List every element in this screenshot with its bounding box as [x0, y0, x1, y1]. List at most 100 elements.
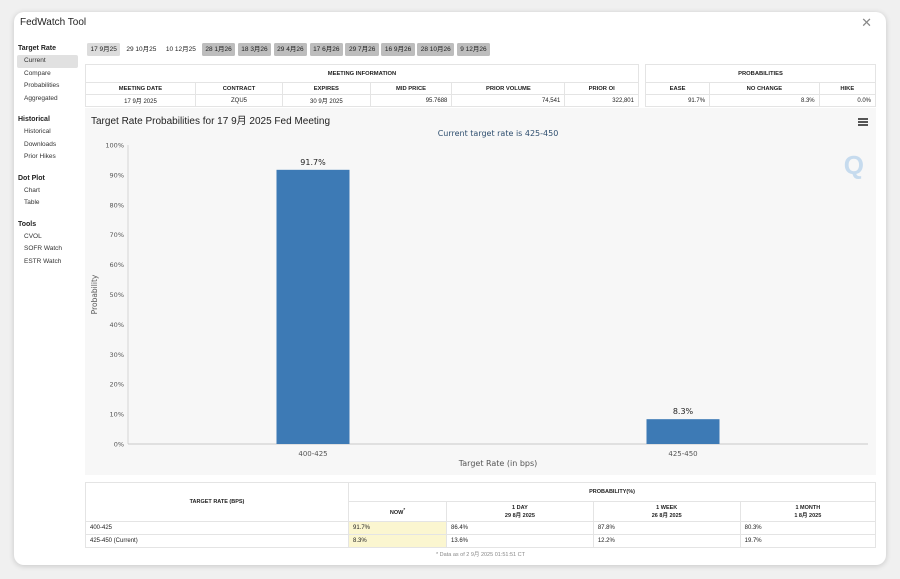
y-tick-label: 40%	[110, 321, 124, 329]
probability-value-cell: 19.7%	[739, 534, 877, 548]
history-col-label: NOW	[389, 509, 404, 516]
probability-value-cell: 13.6%	[446, 534, 594, 548]
y-axis-title: Probability	[90, 274, 99, 314]
sidebar-heading: Target Rate	[18, 45, 56, 52]
chart-panel: Target Rate Probabilities for 17 9月 2025…	[85, 108, 876, 475]
probability-cell: 0.0%	[818, 94, 877, 107]
bar-data-label: 8.3%	[673, 407, 694, 416]
x-tick-label: 425-450	[668, 450, 697, 458]
sidebar-item-cvol[interactable]: CVOL	[24, 232, 42, 240]
probability-col-header: HIKE	[818, 82, 877, 95]
y-tick-label: 50%	[110, 291, 124, 299]
tab-meeting-1[interactable]: 29 10月25	[122, 43, 160, 56]
history-col-date: 26 8月 2025	[651, 512, 682, 519]
target-rate-header: TARGET RATE (BPS)	[85, 482, 349, 522]
q-logo-icon: Q	[843, 150, 864, 180]
tab-meeting-2[interactable]: 10 12月25	[162, 43, 200, 56]
y-tick-label: 90%	[110, 171, 124, 179]
history-col-date: 1 8月 2025	[794, 512, 822, 519]
sidebar-heading: Dot Plot	[18, 174, 45, 182]
sidebar-heading: Tools	[18, 220, 37, 228]
sidebar-item-aggregated[interactable]: Aggregated	[24, 94, 58, 102]
probability-cell: 91.7%	[644, 94, 711, 107]
sidebar-item-historical[interactable]: Historical	[24, 128, 51, 135]
target-rate-cell: 400-425	[85, 521, 349, 535]
y-tick-label: 10%	[110, 411, 124, 419]
tab-meeting-10[interactable]: 9 12月26	[456, 43, 491, 56]
meeting-col-header: MEETING DATE	[85, 82, 196, 95]
history-col-header: 1 MONTH 1 8月 2025	[739, 501, 877, 522]
meeting-col-header: EXPIRES	[282, 82, 371, 95]
history-col-label: 1 DAY	[512, 504, 528, 511]
table-row: 400-425 91.7% 86.4% 87.8% 80.3%	[85, 521, 877, 535]
y-tick-label: 0%	[114, 441, 124, 449]
y-tick-label: 60%	[110, 261, 124, 269]
probabilities-panel: PROBABILITIES EASE NO CHANGE HIKE 91.7% 8.3…	[644, 64, 877, 107]
tab-meeting-4[interactable]: 18 3月26	[237, 43, 272, 56]
probability-value-cell: 80.3%	[739, 521, 877, 535]
table-row: 425-450 (Current) 8.3% 13.6% 12.2% 19.7%	[85, 534, 877, 548]
meeting-info-cell: 74,541	[451, 94, 566, 107]
meeting-info-cell: 30 9月 2025	[282, 94, 371, 107]
history-col-date: 29 8月 2025	[504, 512, 535, 519]
meeting-col-header: PRIOR OI	[564, 82, 639, 95]
meeting-info-cell: 95.7688	[369, 94, 453, 107]
meeting-info-heading: MEETING INFORMATION	[85, 64, 639, 83]
tab-meeting-7[interactable]: 29 7月26	[345, 43, 379, 56]
meeting-info-cell: 17 9月 2025	[85, 94, 196, 107]
history-col-label: 1 MONTH	[795, 504, 821, 511]
probabilities-heading: PROBABILITIES	[645, 64, 876, 83]
meeting-col-header: CONTRACT	[194, 82, 284, 95]
sidebar-item-current[interactable]: Current	[17, 55, 78, 68]
tab-meeting-6[interactable]: 17 6月26	[309, 43, 343, 56]
x-axis-title: Target Rate (in bps)	[458, 459, 538, 468]
sidebar-heading: Historical	[18, 116, 50, 123]
meeting-info-cell: 322,801	[564, 94, 639, 107]
y-tick-label: 100%	[105, 142, 124, 150]
sidebar-item-chart[interactable]: Chart	[24, 186, 40, 194]
history-col-header: NOW*	[348, 501, 447, 522]
y-tick-label: 20%	[110, 381, 124, 389]
sidebar: Target Rate Current Compare Probabilities Ag…	[14, 42, 84, 268]
probability-value-cell: 8.3%	[348, 534, 447, 548]
meeting-info-cell: ZQU5	[194, 94, 284, 107]
probability-col-header: NO CHANGE	[709, 82, 820, 95]
probability-cell: 8.3%	[709, 94, 820, 107]
probability-chart: Current target rate is 425-450 0% 10% 20% 30…	[90, 129, 868, 468]
history-col-header: 1 WEEK 26 8月 2025	[592, 501, 741, 522]
tab-meeting-9[interactable]: 28 10月26	[417, 43, 455, 56]
probability-value-cell: 91.7%	[348, 521, 447, 535]
probability-header: PROBABILITY(%)	[348, 482, 876, 502]
probability-col-header: EASE	[644, 82, 711, 95]
app-title: FedWatch Tool	[20, 17, 87, 28]
x-tick-label: 400-425	[298, 450, 327, 458]
tab-meeting-5[interactable]: 29 4月26	[273, 43, 308, 56]
fedwatch-window: FedWatch Tool ✕ Target Rate Current Compar…	[14, 12, 886, 565]
tab-meeting-0[interactable]: 17 9月25	[87, 43, 121, 56]
title-bar: FedWatch Tool ✕	[14, 12, 886, 36]
probability-value-cell: 87.8%	[592, 521, 741, 535]
hamburger-menu-icon[interactable]	[858, 118, 868, 126]
sidebar-item-prior-hikes[interactable]: Prior Hikes	[24, 153, 56, 160]
meeting-col-header: MID PRICE	[369, 82, 453, 95]
history-col-label: 1 WEEK	[656, 504, 678, 511]
sidebar-item-probabilities[interactable]: Probabilities	[24, 82, 60, 89]
target-rate-cell: 425-450 (Current)	[85, 534, 349, 548]
probability-value-cell: 86.4%	[446, 521, 594, 535]
tab-meeting-8[interactable]: 16 9月26	[381, 43, 415, 56]
sidebar-item-estr-watch[interactable]: ESTR Watch	[24, 257, 62, 265]
meeting-information-panel: MEETING INFORMATION MEETING DATE CONTRACT…	[85, 64, 639, 107]
tab-meeting-3[interactable]: 28 1月26	[201, 43, 236, 56]
meeting-col-header: PRIOR VOLUME	[451, 82, 566, 95]
data-timestamp-note: * Data as of 2 9月 2025 01:51:51 CT	[436, 552, 525, 558]
sidebar-item-compare[interactable]: Compare	[24, 69, 51, 77]
history-col-header: 1 DAY 29 8月 2025	[446, 501, 594, 522]
sidebar-item-table[interactable]: Table	[24, 199, 40, 206]
probability-value-cell: 12.2%	[592, 534, 741, 548]
chart-title: Target Rate Probabilities for 17 9月 2025…	[91, 116, 331, 127]
bar-400-425	[276, 169, 350, 444]
sidebar-item-downloads[interactable]: Downloads	[24, 140, 57, 148]
probability-history-panel: TARGET RATE (BPS) PROBABILITY(%) NOW* 1 D…	[85, 482, 877, 558]
sidebar-item-sofr-watch[interactable]: SOFR Watch	[24, 245, 63, 252]
close-icon[interactable]: ✕	[861, 15, 872, 30]
